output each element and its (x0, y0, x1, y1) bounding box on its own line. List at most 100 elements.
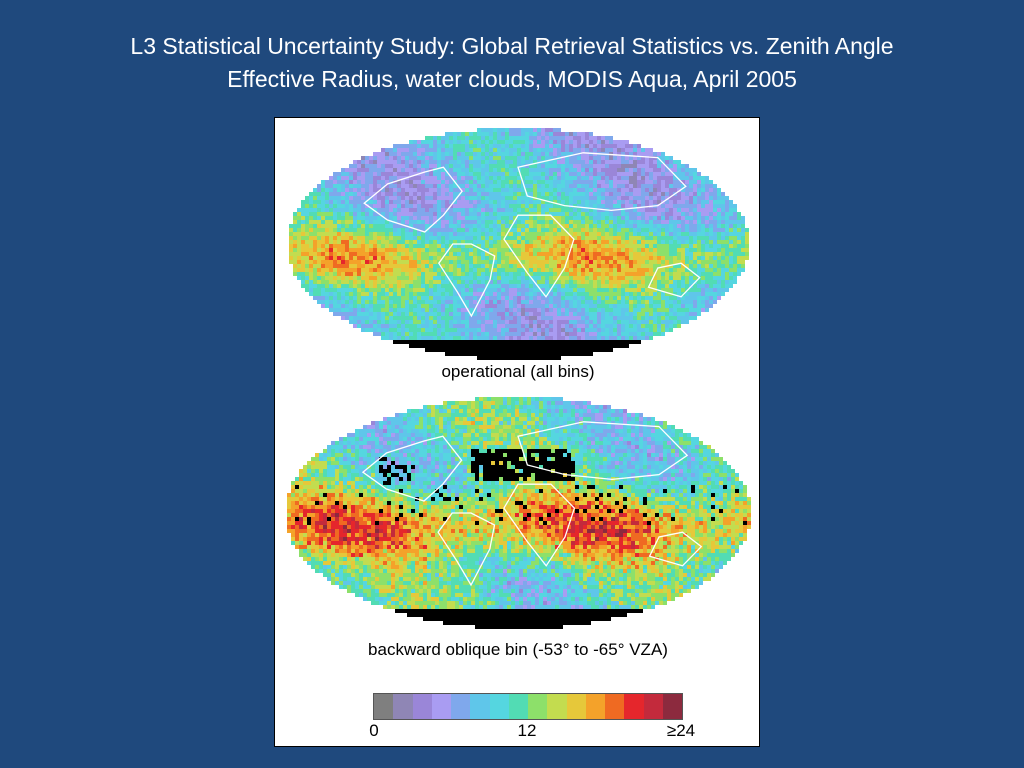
map-cell (585, 316, 589, 320)
map-cell (529, 160, 533, 164)
map-cell (657, 228, 661, 232)
map-cell (393, 296, 397, 300)
map-cell (369, 224, 373, 228)
map-cell (557, 228, 561, 232)
map-cell (441, 284, 445, 288)
map-cell (369, 212, 373, 216)
map-cell (673, 276, 677, 280)
map-cell (597, 172, 601, 176)
map-cell (501, 324, 505, 328)
map-cell (637, 212, 641, 216)
map-cell (477, 332, 481, 336)
map-cell (557, 252, 561, 256)
map-cell (485, 160, 489, 164)
map-cell (669, 296, 673, 300)
map-cell (321, 284, 325, 288)
map-cell (373, 224, 377, 228)
map-cell (377, 328, 381, 332)
map-cell (389, 272, 393, 276)
map-cell (609, 304, 613, 308)
map-cell (449, 220, 453, 224)
map-cell (721, 280, 725, 284)
map-cell (669, 256, 673, 260)
map-cell (685, 308, 689, 312)
map-cell (357, 324, 361, 328)
map-cell (529, 204, 533, 208)
map-cell (621, 312, 625, 316)
map-cell (317, 296, 321, 300)
map-cell (549, 168, 553, 172)
map-cell (561, 216, 565, 220)
map-cell (341, 276, 345, 280)
map-cell (317, 264, 321, 268)
map-cell (685, 208, 689, 212)
map-cell (377, 184, 381, 188)
map-cell (641, 180, 645, 184)
map-cell (633, 208, 637, 212)
map-cell (585, 160, 589, 164)
map-cell (437, 236, 441, 240)
map-cell (521, 148, 525, 152)
map-cell (469, 272, 473, 276)
map-cell (553, 252, 557, 256)
map-cell (621, 172, 625, 176)
map-cell (605, 224, 609, 228)
map-cell (737, 216, 741, 220)
map-cell (441, 204, 445, 208)
map-cell (513, 304, 517, 308)
map-cell (657, 300, 661, 304)
map-cell (565, 308, 569, 312)
map-cell (577, 256, 581, 260)
map-cell (401, 336, 405, 340)
map-cell (445, 332, 449, 336)
map-cell (609, 216, 613, 220)
map-cell (653, 216, 657, 220)
map-cell (529, 144, 533, 148)
map-cell (605, 164, 609, 168)
map-cell (589, 268, 593, 272)
map-cell (457, 232, 461, 236)
map-cell (345, 272, 349, 276)
map-cell (445, 276, 449, 280)
map-cell (641, 216, 645, 220)
map-cell (713, 268, 717, 272)
map-cell (629, 180, 633, 184)
map-cell (589, 240, 593, 244)
map-cell (425, 160, 429, 164)
map-cell (613, 312, 617, 316)
map-cell (513, 176, 517, 180)
map-cell (313, 264, 317, 268)
map-cell (501, 204, 505, 208)
map-cell (609, 172, 613, 176)
map-cell (389, 180, 393, 184)
map-cell (585, 240, 589, 244)
map-cell (681, 200, 685, 204)
map-cell (449, 332, 453, 336)
map-cell (613, 320, 617, 324)
map-cell (325, 188, 329, 192)
map-cell (485, 296, 489, 300)
map-cell (581, 188, 585, 192)
map-cell (425, 240, 429, 244)
map-cell (657, 180, 661, 184)
map-cell (513, 196, 517, 200)
map-cell (525, 236, 529, 240)
map-cell (701, 224, 705, 228)
map-cell (353, 192, 357, 196)
map-cell (505, 268, 509, 272)
map-cell (537, 148, 541, 152)
map-cell (397, 172, 401, 176)
map-cell (653, 308, 657, 312)
map-cell (353, 212, 357, 216)
map-cell (593, 324, 597, 328)
map-cell (729, 280, 733, 284)
map-cell (673, 300, 677, 304)
map-cell (473, 316, 477, 320)
map-cell (477, 132, 481, 136)
map-cell (533, 212, 537, 216)
map-cell (477, 260, 481, 264)
map-cell (429, 232, 433, 236)
map-cell (625, 156, 629, 160)
map-cell (489, 168, 493, 172)
map-cell (389, 284, 393, 288)
